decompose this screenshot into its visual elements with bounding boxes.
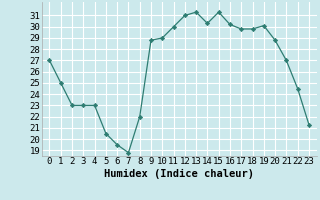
X-axis label: Humidex (Indice chaleur): Humidex (Indice chaleur)	[104, 169, 254, 179]
